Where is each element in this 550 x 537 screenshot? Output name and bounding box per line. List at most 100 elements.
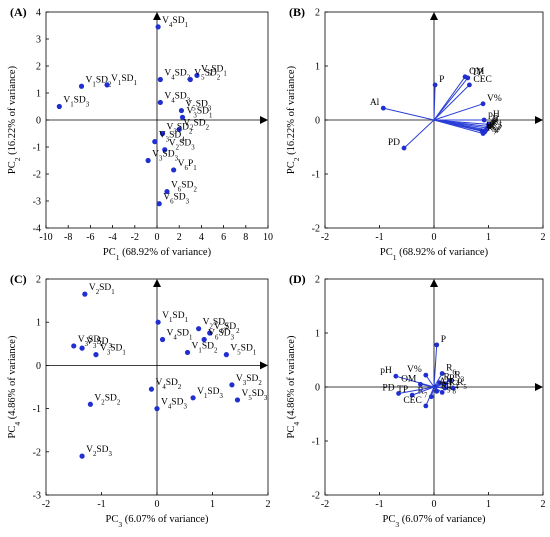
y-tick-label: -1	[312, 170, 320, 181]
data-point	[223, 352, 229, 358]
point-label: V6P1	[178, 159, 197, 172]
vector-endpoint	[393, 373, 399, 379]
vector-label: V%	[487, 94, 502, 104]
point-label: V4SD1	[167, 328, 193, 341]
point-label: V1SD1	[162, 311, 188, 324]
loading-vector	[433, 84, 436, 121]
vector-label: R2	[489, 121, 499, 134]
point-label: V5SD2	[194, 69, 220, 82]
vector-endpoint	[480, 101, 486, 107]
point-label: V2SD3	[86, 445, 112, 458]
y-tick-label: 3	[36, 35, 41, 46]
loading-vector	[433, 386, 454, 389]
point-label: V3SD2	[167, 123, 193, 136]
data-point	[157, 99, 163, 106]
loading-vector	[433, 119, 484, 134]
vector-endpoint	[434, 342, 440, 348]
x-tick-label: 1	[486, 232, 491, 243]
point-label: V4SD2	[155, 378, 181, 391]
point-label: V6SD3	[208, 328, 234, 341]
vector-label: PD	[382, 383, 394, 393]
x-tick-label: 0	[432, 499, 437, 510]
y-tick-label: -3	[33, 491, 41, 502]
vector-endpoint	[465, 75, 471, 81]
y-tick-label: 2	[36, 275, 41, 286]
x-tick-label: 8	[243, 232, 248, 243]
point-label: V3SD1	[187, 106, 213, 119]
x-tick-label: -2	[321, 232, 329, 243]
vector-endpoint	[423, 372, 429, 378]
point-label: V2SD2	[183, 118, 209, 131]
data-point	[71, 343, 77, 349]
vector-label: TP	[472, 68, 483, 78]
y-tick-label: 1	[36, 89, 41, 100]
y-axis-title: PC4 (4.86% of variance)	[286, 335, 301, 438]
data-point	[104, 82, 110, 88]
x-tick-label: -6	[86, 232, 94, 243]
vector-endpoint	[417, 381, 423, 387]
data-point	[155, 319, 161, 325]
vector-endpoint	[439, 371, 445, 376]
vector-endpoint	[439, 390, 445, 395]
panel-tag: (C)	[10, 272, 27, 286]
y-tick-label: 0	[315, 383, 320, 394]
loading-vector	[383, 107, 435, 121]
data-point	[155, 24, 161, 30]
data-point	[187, 76, 193, 83]
point-label: V1SD2	[86, 75, 112, 88]
y-tick-label: -1	[33, 143, 41, 154]
y-axis-title: PC4 (4.86% of variance)	[7, 335, 22, 438]
vector-label: PD	[388, 138, 400, 148]
data-point	[56, 103, 62, 110]
x-tick-label: 0	[432, 232, 437, 243]
x-tick-label: 2	[177, 232, 182, 243]
vector-label: R4	[490, 120, 500, 133]
data-point	[156, 201, 162, 207]
data-point	[171, 167, 177, 173]
data-point	[79, 345, 85, 351]
loading-vector	[398, 386, 435, 394]
loading-vector	[412, 386, 435, 396]
data-point	[176, 126, 182, 133]
point-label: V2SD2	[203, 318, 229, 331]
data-point	[154, 406, 160, 412]
data-point	[207, 330, 213, 336]
data-point	[164, 188, 170, 195]
point-label: V3SD3	[152, 150, 178, 163]
data-point	[93, 352, 99, 358]
point-label: V1SD1	[111, 74, 137, 87]
point-label: V2SD3	[169, 139, 195, 152]
vector-label: CEC	[473, 75, 491, 85]
vector-label: pH	[488, 110, 500, 120]
vector-endpoint	[401, 145, 407, 151]
x-tick-label: 0	[155, 499, 160, 510]
vector-label: Al	[439, 377, 449, 387]
point-label: V4SD3	[161, 398, 187, 411]
data-point	[87, 401, 93, 407]
y-tick-label: 1	[36, 318, 41, 329]
y-tick-label: 1	[315, 62, 320, 73]
point-label: V5SD1	[230, 344, 256, 357]
data-point	[79, 453, 85, 459]
data-point	[152, 139, 158, 145]
vector-label: R6	[446, 364, 456, 377]
x-axis-title: PC1 (68.92% of variance)	[103, 247, 212, 262]
y-axis-title: PC2 (16.22% of variance)	[7, 65, 22, 174]
x-tick-label: 6	[221, 232, 226, 243]
x-axis-title: PC1 (68.92% of variance)	[380, 247, 489, 262]
x-tick-label: 0	[155, 232, 160, 243]
data-point	[159, 130, 166, 137]
vector-label: P	[441, 335, 446, 345]
vector-label: OM	[469, 67, 485, 77]
y-tick-label: 2	[315, 8, 320, 19]
vector-endpoint	[423, 403, 429, 409]
loading-vector	[425, 386, 435, 407]
x-tick-label: 10	[263, 232, 273, 243]
point-label: V6SD2	[214, 322, 240, 335]
vector-label: Al	[370, 98, 380, 108]
vector-label: R2	[449, 374, 459, 387]
y-tick-label: -1	[312, 437, 320, 448]
vector-label: R5	[493, 116, 503, 129]
